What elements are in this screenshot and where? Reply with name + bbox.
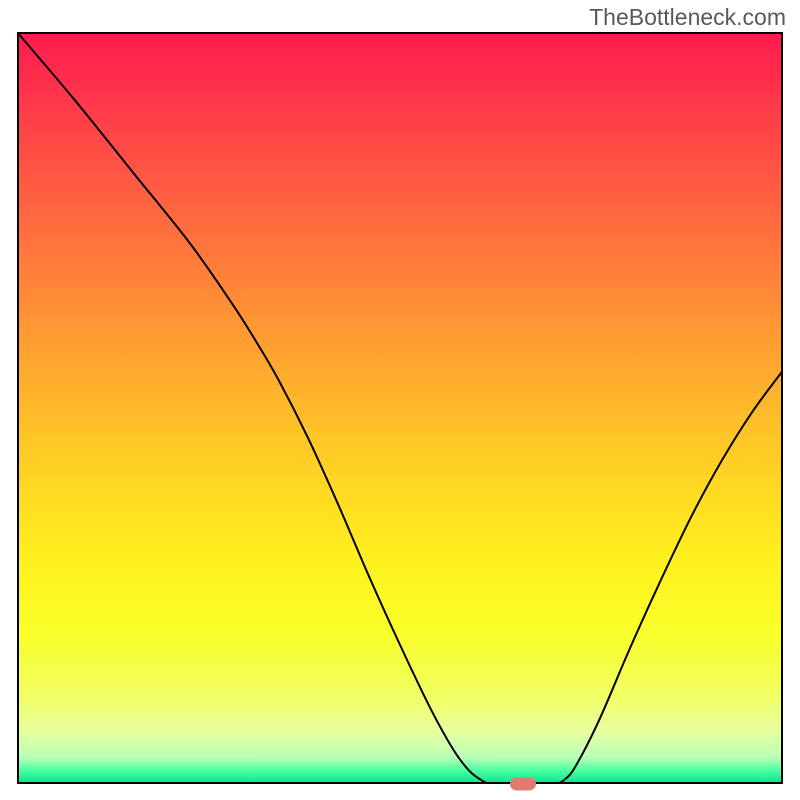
optimum-marker-pill (510, 778, 536, 791)
plot-area (17, 32, 783, 784)
watermark-label: TheBottleneck.com (589, 4, 786, 31)
bottleneck-curve (17, 32, 783, 784)
optimum-marker (510, 778, 536, 791)
